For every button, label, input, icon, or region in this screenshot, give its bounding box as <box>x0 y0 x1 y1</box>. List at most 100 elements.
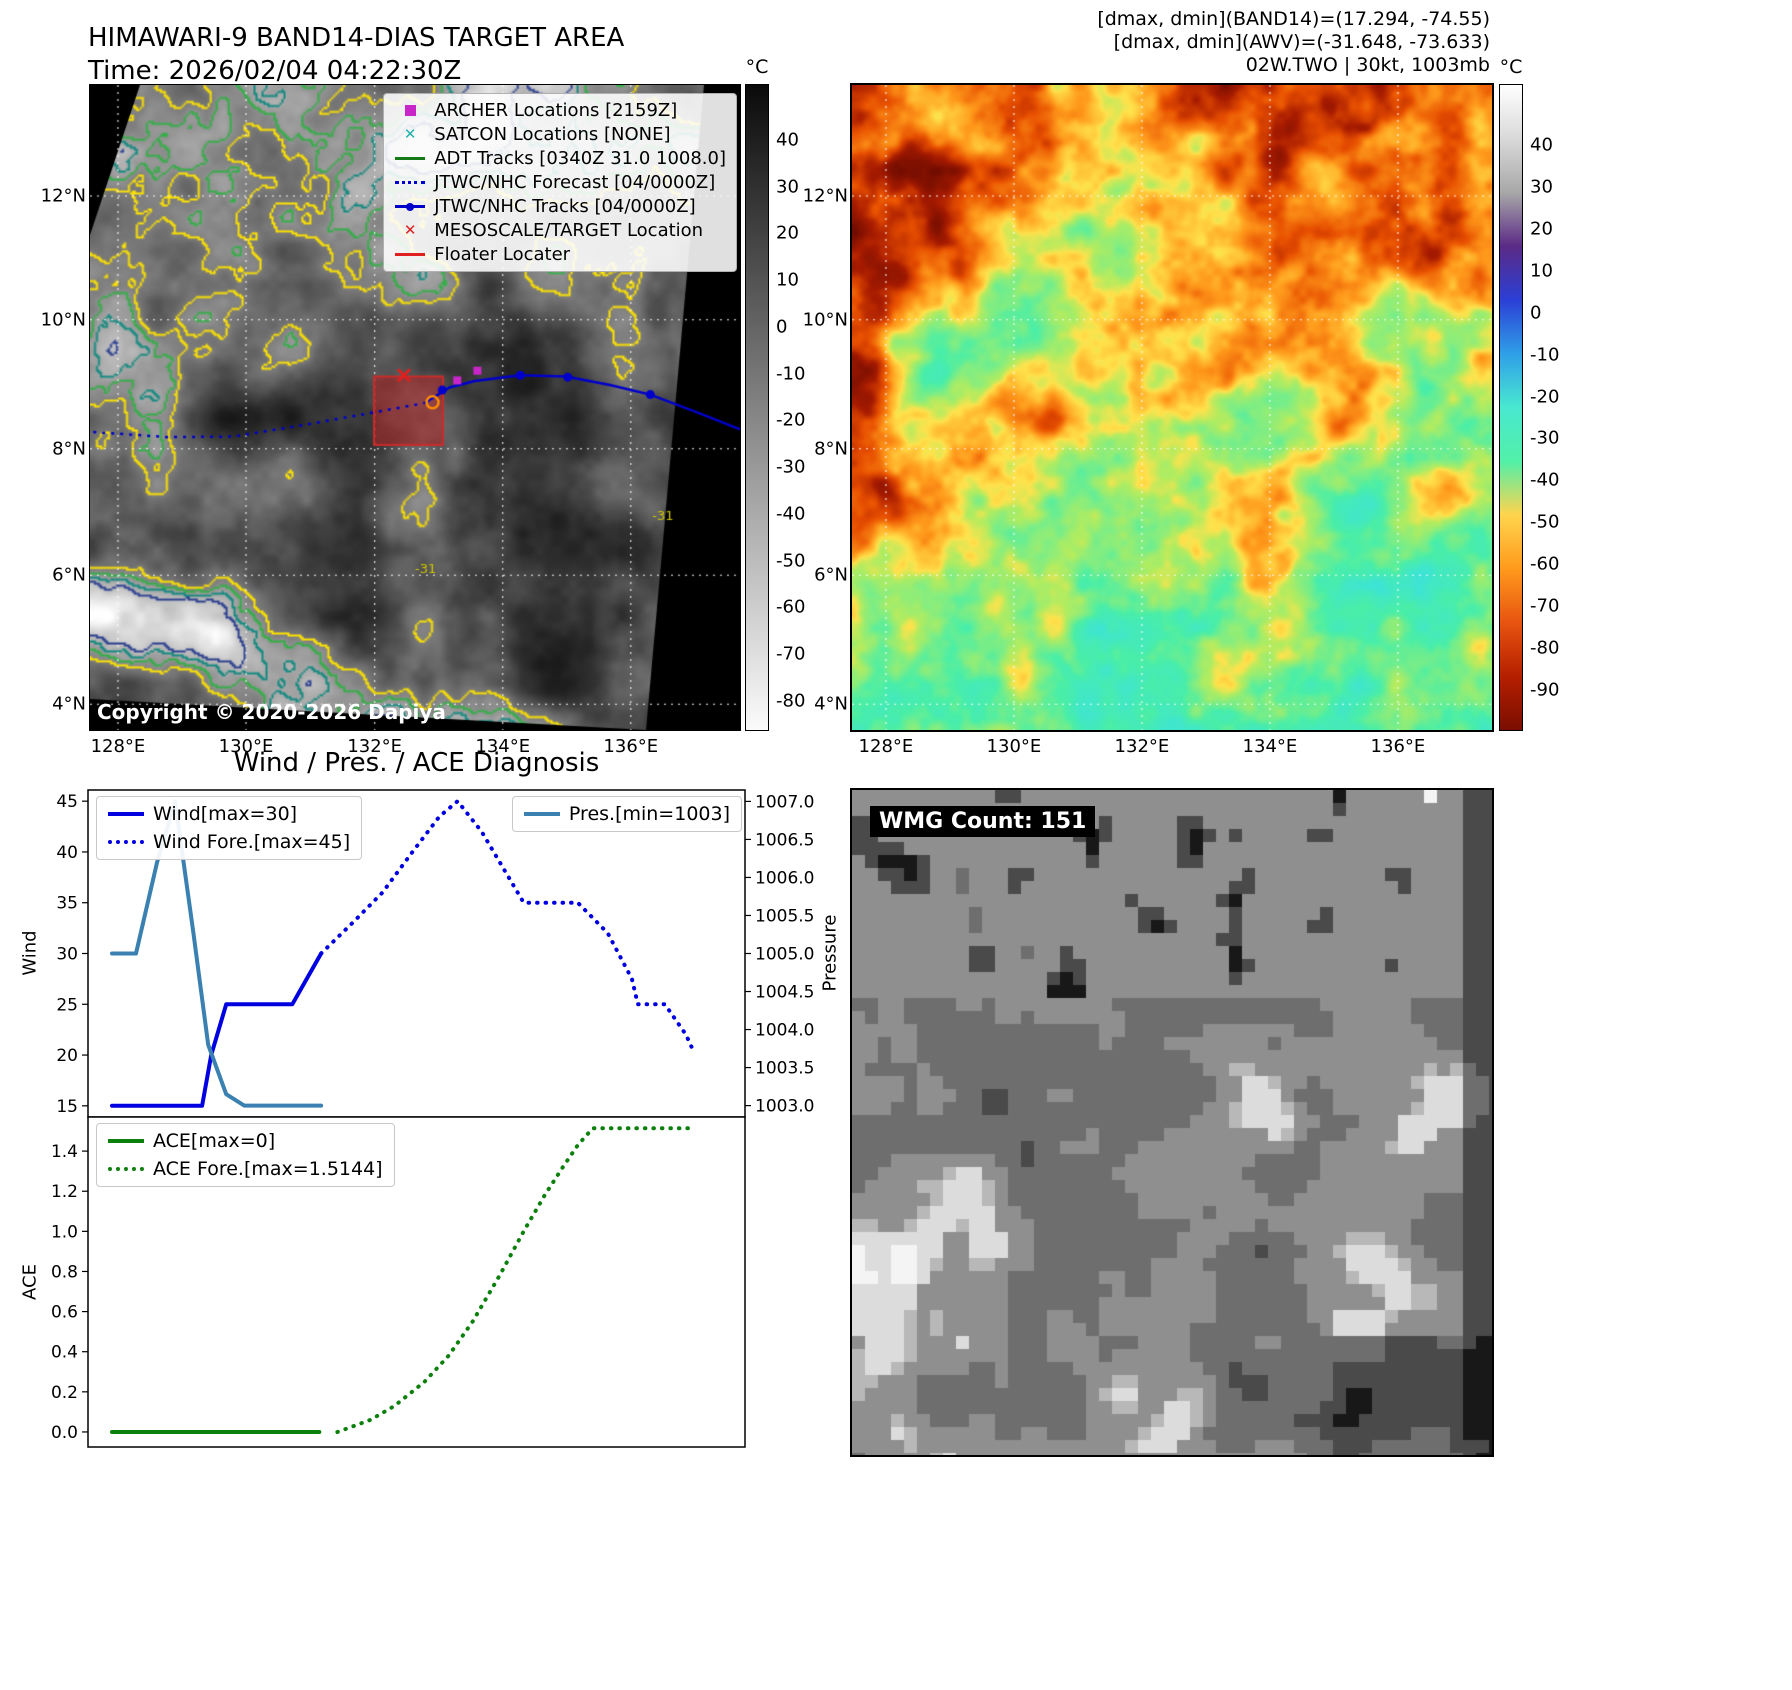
chart-legend-label: Pres.[min=1003] <box>568 803 730 825</box>
lon-tick-label: 134°E <box>1242 736 1298 757</box>
colorbar-tick-label: -80 <box>1530 637 1560 659</box>
chart-legend-label: ACE[max=0] <box>153 1130 276 1152</box>
map-legend-label: Floater Locater <box>434 244 571 265</box>
legend-line-sample <box>108 840 144 844</box>
colorbar-tick-label: -10 <box>776 363 806 385</box>
wmg-count-badge: WMG Count: 151 <box>870 806 1096 837</box>
chart-legend-row: Pres.[min=1003] <box>523 803 730 825</box>
colorbar-tick-label: 30 <box>1530 176 1553 198</box>
legend-line-sample <box>108 1167 144 1171</box>
colorbar-tick-label: 40 <box>1530 134 1553 156</box>
lat-tick-label: 12°N <box>40 185 86 207</box>
annotation-storm-id: 02W.TWO | 30kt, 1003mb <box>1245 54 1490 76</box>
x-marker-icon: ✕ <box>403 221 417 239</box>
right-ytick-label: 1003.0 <box>755 1097 814 1117</box>
colorbar-tick-label: -70 <box>1530 595 1560 617</box>
lon-tick-label: 136°E <box>603 736 659 757</box>
band14-map: ARCHER Locations [2159Z] ✕ SATCON Location… <box>89 84 741 731</box>
lon-tick-label: 134°E <box>475 736 531 757</box>
band14-colorbar-unit: °C <box>745 56 769 78</box>
annotation-band14-range: [dmax, dmin](BAND14)=(17.294, -74.55) <box>1097 8 1490 30</box>
awv-x-axis: 128°E 130°E 132°E 134°E 136°E <box>852 736 1492 758</box>
colorbar-tick-label: -80 <box>776 690 806 712</box>
map-legend-row: Floater Locater <box>394 244 726 265</box>
lon-tick-label: 136°E <box>1370 736 1426 757</box>
colorbar-tick-label: -30 <box>1530 427 1560 449</box>
wind-axis-label: Wind <box>19 930 41 976</box>
colorbar-tick-label: 0 <box>1530 302 1542 324</box>
ace-axis-label: ACE <box>19 1264 41 1300</box>
legend-line-sample <box>523 812 560 816</box>
lat-tick-label: 4°N <box>52 693 86 715</box>
map-legend-row: ✕ MESOSCALE/TARGET Location <box>394 220 726 241</box>
colorbar-tick-label: -60 <box>1530 553 1560 575</box>
chart-legend-row: Wind Fore.[max=45] <box>108 831 350 853</box>
chart-legend-row: ACE[max=0] <box>108 1130 383 1152</box>
colorbar-tick-label: 20 <box>1530 218 1553 240</box>
copyright-label: Copyright © 2020-2026 Dapiya <box>97 700 446 724</box>
left-ytick-label: 25 <box>56 995 78 1015</box>
lat-tick-label: 4°N <box>814 693 848 715</box>
lat-tick-label: 6°N <box>814 564 848 586</box>
wmg-pixel-image <box>852 790 1492 1455</box>
band14-time-label: Time: 2026/02/04 04:22:30Z <box>88 56 462 86</box>
ace-chart: 0.0 0.2 0.4 0.6 0.8 1.0 1.2 1.4 ACE[max=0] ACE F… <box>51 1116 746 1448</box>
right-ytick-label: 1006.5 <box>755 830 814 850</box>
series-2 <box>110 799 324 1108</box>
map-legend-row: ✕ SATCON Locations [NONE] <box>394 124 726 145</box>
lat-tick-label: 10°N <box>40 309 86 331</box>
colorbar-gradient <box>1499 84 1523 731</box>
colorbar-tick-label: 0 <box>776 316 788 338</box>
band14-map-legend: ARCHER Locations [2159Z] ✕ SATCON Location… <box>383 93 737 272</box>
left-ytick-label: 0.8 <box>51 1262 78 1282</box>
right-ytick-label: 1005.0 <box>755 945 814 965</box>
left-ytick-label: 1.2 <box>51 1182 78 1202</box>
pressure-axis-label: Pressure <box>819 914 841 992</box>
lon-tick-label: 128°E <box>90 736 146 757</box>
right-ytick-label: 1003.5 <box>755 1059 814 1079</box>
colorbar-tick-label: -10 <box>1530 344 1560 366</box>
colorbar-tick-label: 10 <box>1530 260 1553 282</box>
colorbar-tick-label: 10 <box>776 269 799 291</box>
band14-x-axis: 128°E 130°E 132°E 134°E 136°E <box>90 736 740 758</box>
colorbar-tick-label: -30 <box>776 456 806 478</box>
colorbar-tick-label: -70 <box>776 643 806 665</box>
colorbar-tick-label: -40 <box>1530 469 1560 491</box>
left-ytick-label: 0.4 <box>51 1343 78 1363</box>
map-legend-label: ARCHER Locations [2159Z] <box>434 100 678 121</box>
colorbar-tick-label: -60 <box>776 596 806 618</box>
lat-tick-label: 6°N <box>52 564 86 586</box>
right-ytick-label: 1004.0 <box>755 1021 814 1041</box>
map-legend-label: JTWC/NHC Forecast [04/0000Z] <box>434 172 716 193</box>
wind-legend: Wind[max=30] Wind Fore.[max=45] <box>96 796 363 860</box>
chart-legend-row: ACE Fore.[max=1.5144] <box>108 1158 383 1180</box>
lat-tick-label: 8°N <box>52 438 86 460</box>
right-ytick-label: 1004.5 <box>755 983 814 1003</box>
wind-pressure-chart-svg: 15 20 25 30 35 40 45 1003.0 1003.5 1004.0 1004.5 10… <box>56 789 814 1118</box>
wmg-map: WMG Count: 151 <box>850 788 1494 1457</box>
lat-tick-label: 10°N <box>802 309 848 331</box>
chart-legend-label: Wind Fore.[max=45] <box>153 831 351 853</box>
ace-legend: ACE[max=0] ACE Fore.[max=1.5144] <box>96 1123 395 1187</box>
map-legend-row: ARCHER Locations [2159Z] <box>394 100 726 121</box>
line-marker-marker-icon <box>394 200 426 214</box>
map-legend-label: SATCON Locations [NONE] <box>434 124 671 145</box>
line-marker-icon <box>394 152 426 166</box>
colorbar-tick-label: -20 <box>1530 386 1560 408</box>
colorbar-tick-label: -50 <box>1530 511 1560 533</box>
legend-line-sample <box>108 812 144 816</box>
awv-annotations: [dmax, dmin](BAND14)=(17.294, -74.55) [d… <box>1097 8 1490 77</box>
awv-colorbar-unit: °C <box>1499 56 1523 78</box>
left-ytick-label: 1.4 <box>51 1142 78 1162</box>
colorbar-tick-label: -40 <box>776 503 806 525</box>
annotation-awv-range: [dmax, dmin](AWV)=(-31.648, -73.633) <box>1113 31 1490 53</box>
left-ytick-label: 0.6 <box>51 1303 78 1323</box>
band14-title-block: HIMAWARI-9 BAND14-DIAS TARGET AREA Time:… <box>88 22 624 88</box>
lon-tick-label: 130°E <box>986 736 1042 757</box>
band14-panel-title: HIMAWARI-9 BAND14-DIAS TARGET AREA <box>88 23 625 53</box>
band14-y-axis: 12°N 10°N 8°N 6°N 4°N <box>40 85 86 730</box>
pressure-legend: Pres.[min=1003] <box>511 796 742 832</box>
left-ytick-label: 40 <box>56 843 78 863</box>
awv-y-axis: 12°N 10°N 8°N 6°N 4°N <box>802 85 848 730</box>
map-legend-label: MESOSCALE/TARGET Location <box>434 220 704 241</box>
